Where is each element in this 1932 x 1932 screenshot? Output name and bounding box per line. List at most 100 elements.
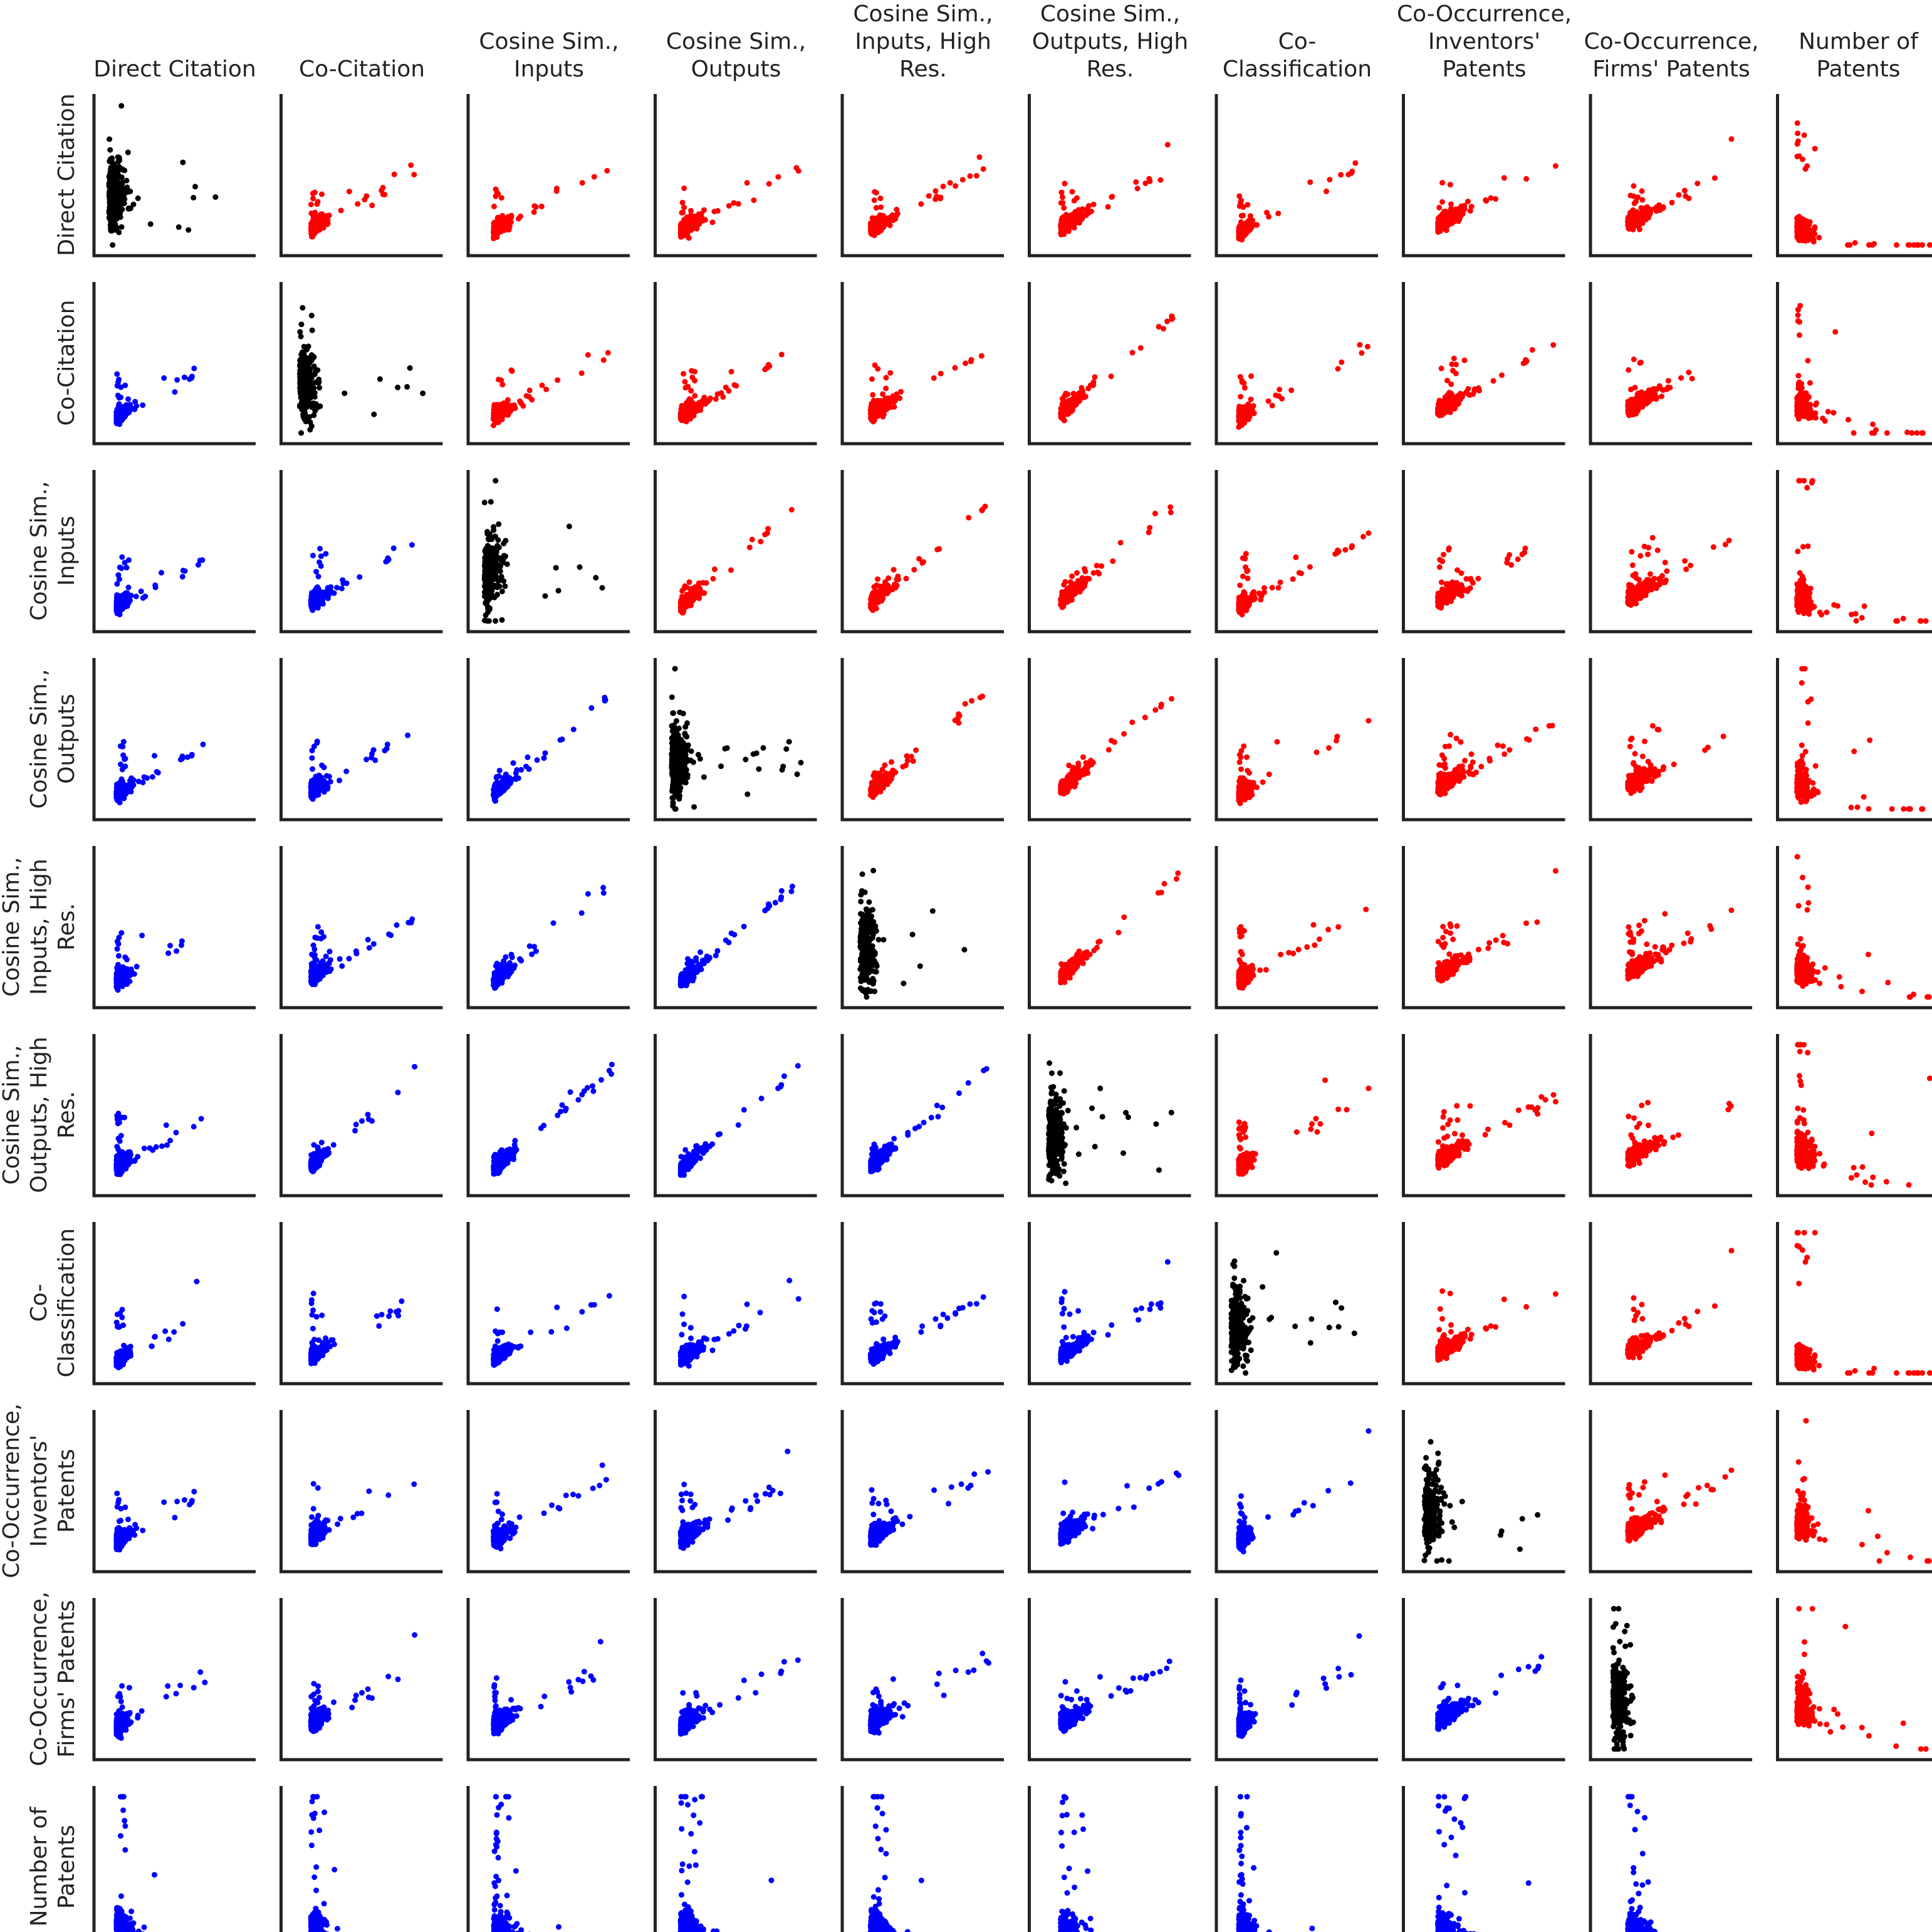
data-point — [1105, 204, 1111, 210]
data-point — [1133, 179, 1139, 185]
data-point — [1062, 405, 1068, 411]
row-header-0: Direct Citation — [54, 93, 80, 256]
data-point — [873, 205, 879, 211]
data-point — [1072, 400, 1077, 407]
column-header-line: Inputs — [514, 56, 584, 82]
data-point — [1694, 180, 1701, 187]
data-point — [1631, 183, 1637, 189]
scatter-points — [491, 350, 611, 429]
data-point — [1816, 234, 1822, 241]
scatter-points — [867, 154, 986, 239]
subplot-r1-c6 — [1214, 282, 1378, 446]
column-header-line: Co-Occurrence, — [1397, 1, 1572, 27]
data-point — [1108, 373, 1114, 380]
data-point — [321, 213, 328, 219]
data-point — [877, 196, 884, 201]
row-header-line: Classification — [54, 1228, 80, 1377]
data-point — [303, 373, 310, 379]
data-point — [298, 352, 305, 358]
data-point — [1802, 166, 1809, 172]
column-header-line: Cosine Sim., — [853, 1, 993, 27]
data-point — [1799, 156, 1805, 162]
data-point — [879, 221, 885, 227]
data-point — [125, 149, 131, 155]
data-point — [1443, 409, 1449, 415]
scatter-points — [1434, 342, 1557, 419]
data-point — [543, 386, 550, 392]
row-header-5: Cosine Sim., Outputs, High Res. — [0, 1036, 80, 1193]
data-point — [692, 377, 698, 384]
data-point — [308, 358, 315, 363]
subplot-r1-c1 — [279, 282, 443, 446]
data-point — [889, 212, 896, 218]
column-header-line: Cosine Sim., — [1040, 1, 1180, 27]
data-point — [682, 385, 689, 391]
data-point — [871, 197, 877, 203]
data-point — [763, 365, 770, 372]
data-point — [959, 177, 966, 183]
data-point — [894, 211, 901, 217]
data-point — [1550, 342, 1557, 348]
data-point — [212, 194, 219, 200]
row-header-8: Co-Occurrence, Firms' Patents — [26, 1591, 80, 1766]
column-header-line: Classification — [1223, 56, 1372, 82]
data-point — [875, 226, 881, 231]
column-header-line: Inputs, High — [855, 29, 991, 55]
data-point — [1807, 229, 1814, 236]
data-point — [130, 405, 136, 412]
data-point — [1641, 211, 1647, 217]
data-point — [404, 384, 410, 390]
data-point — [892, 397, 898, 404]
row-header-line: Number of — [26, 1806, 52, 1926]
data-point — [1109, 194, 1115, 200]
data-point — [302, 410, 308, 416]
data-point — [1637, 215, 1643, 221]
data-point — [744, 180, 750, 186]
data-point — [114, 371, 120, 377]
data-point — [1448, 404, 1454, 410]
data-point — [1065, 222, 1071, 227]
data-point — [872, 362, 878, 368]
data-point — [301, 395, 308, 401]
data-point — [1065, 214, 1071, 221]
data-point — [1490, 378, 1496, 384]
data-point — [312, 209, 318, 216]
data-point — [123, 177, 130, 184]
data-point — [1058, 189, 1065, 196]
data-point — [1869, 242, 1876, 248]
data-point — [301, 367, 307, 373]
data-point — [108, 218, 114, 224]
column-header-line: Firms' Patents — [1592, 56, 1750, 82]
data-point — [766, 180, 772, 187]
data-point — [107, 156, 113, 162]
data-point — [132, 399, 138, 405]
data-point — [1461, 206, 1468, 212]
scatter-points — [491, 168, 610, 241]
subplot-r0-c9 — [1776, 94, 1932, 258]
data-point — [681, 204, 687, 211]
row-header-line: Inputs, High — [26, 859, 52, 995]
subplot-r1-c0 — [92, 282, 256, 446]
data-point — [1060, 194, 1065, 201]
data-point — [1238, 197, 1245, 204]
data-point — [1467, 208, 1473, 214]
subplot-r0-c3 — [654, 94, 817, 258]
data-point — [319, 191, 325, 197]
data-point — [1265, 398, 1271, 404]
data-point — [320, 225, 326, 231]
data-point — [1686, 369, 1692, 375]
data-point — [1364, 343, 1371, 350]
data-point — [600, 357, 607, 363]
data-point — [161, 375, 167, 381]
row-header-line: Outputs — [54, 694, 80, 784]
column-header-line: Cosine Sim., — [479, 29, 619, 55]
data-point — [751, 197, 757, 203]
row-header-line: Co- — [26, 1284, 52, 1322]
data-point — [1357, 342, 1363, 348]
data-point — [1242, 222, 1248, 228]
data-point — [1529, 347, 1535, 353]
data-point — [686, 235, 692, 241]
data-point — [937, 194, 944, 201]
data-point — [874, 215, 880, 221]
